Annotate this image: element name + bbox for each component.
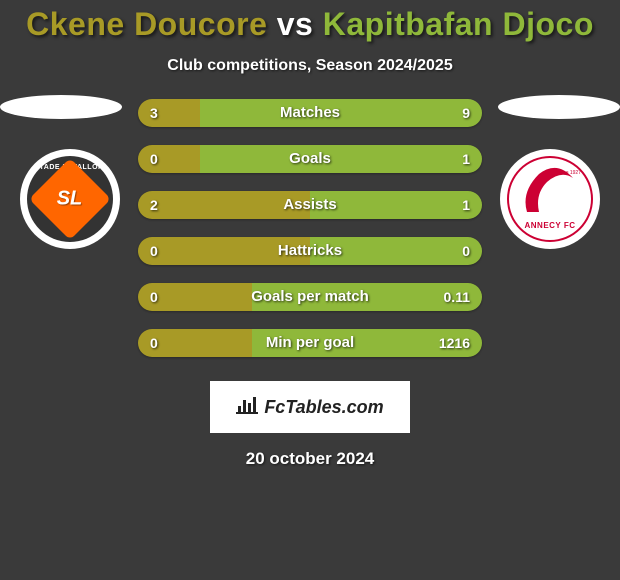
bar-row: Hattricks00 (138, 237, 482, 265)
bar-right-fill (310, 237, 482, 265)
bar-right-fill (200, 99, 482, 127)
bar-row: Assists21 (138, 191, 482, 219)
club-logo-left: STADE LAVALLOIS SL (20, 149, 120, 249)
bar-left-fill (138, 191, 310, 219)
bar-right-fill (252, 283, 482, 311)
date-text: 20 october 2024 (0, 449, 620, 469)
bar-left-fill (138, 283, 252, 311)
comparison-card: Ckene Doucore vs Kapitbafan Djoco Club c… (0, 0, 620, 469)
bar-row: Matches39 (138, 99, 482, 127)
club-logo-right: since 1927 ANNECY FC (500, 149, 600, 249)
bar-row: Min per goal01216 (138, 329, 482, 357)
bar-right-fill (310, 191, 482, 219)
club-laval-initials: SL (57, 188, 83, 211)
bar-left-fill (138, 237, 310, 265)
comparison-bars: Matches39 Goals01 Assists21 Hattricks00 Goal… (138, 99, 482, 375)
club-annecy-tag: since 1927 (557, 170, 581, 176)
decor-ellipse-left (0, 95, 122, 119)
brand-badge: FcTables.com (210, 381, 410, 433)
player1-name: Ckene Doucore (26, 6, 267, 42)
bar-left-fill (138, 145, 200, 173)
brand-text: FcTables.com (264, 397, 383, 418)
bar-row: Goals per match00.11 (138, 283, 482, 311)
club-badge-annecy: since 1927 ANNECY FC (507, 156, 593, 242)
bar-right-fill (252, 329, 482, 357)
bar-right-fill (200, 145, 482, 173)
bar-left-fill (138, 329, 252, 357)
chart-icon (236, 396, 258, 419)
bar-left-fill (138, 99, 200, 127)
comparison-stage: STADE LAVALLOIS SL since 1927 ANNECY FC … (0, 99, 620, 369)
player2-name: Kapitbafan Djoco (323, 6, 594, 42)
vs-separator: vs (267, 6, 322, 42)
page-title: Ckene Doucore vs Kapitbafan Djoco (0, 6, 620, 43)
decor-ellipse-right (498, 95, 620, 119)
club-badge-laval: STADE LAVALLOIS SL (27, 156, 113, 242)
bar-row: Goals01 (138, 145, 482, 173)
club-annecy-name: ANNECY FC (524, 221, 575, 230)
subtitle: Club competitions, Season 2024/2025 (0, 57, 620, 75)
